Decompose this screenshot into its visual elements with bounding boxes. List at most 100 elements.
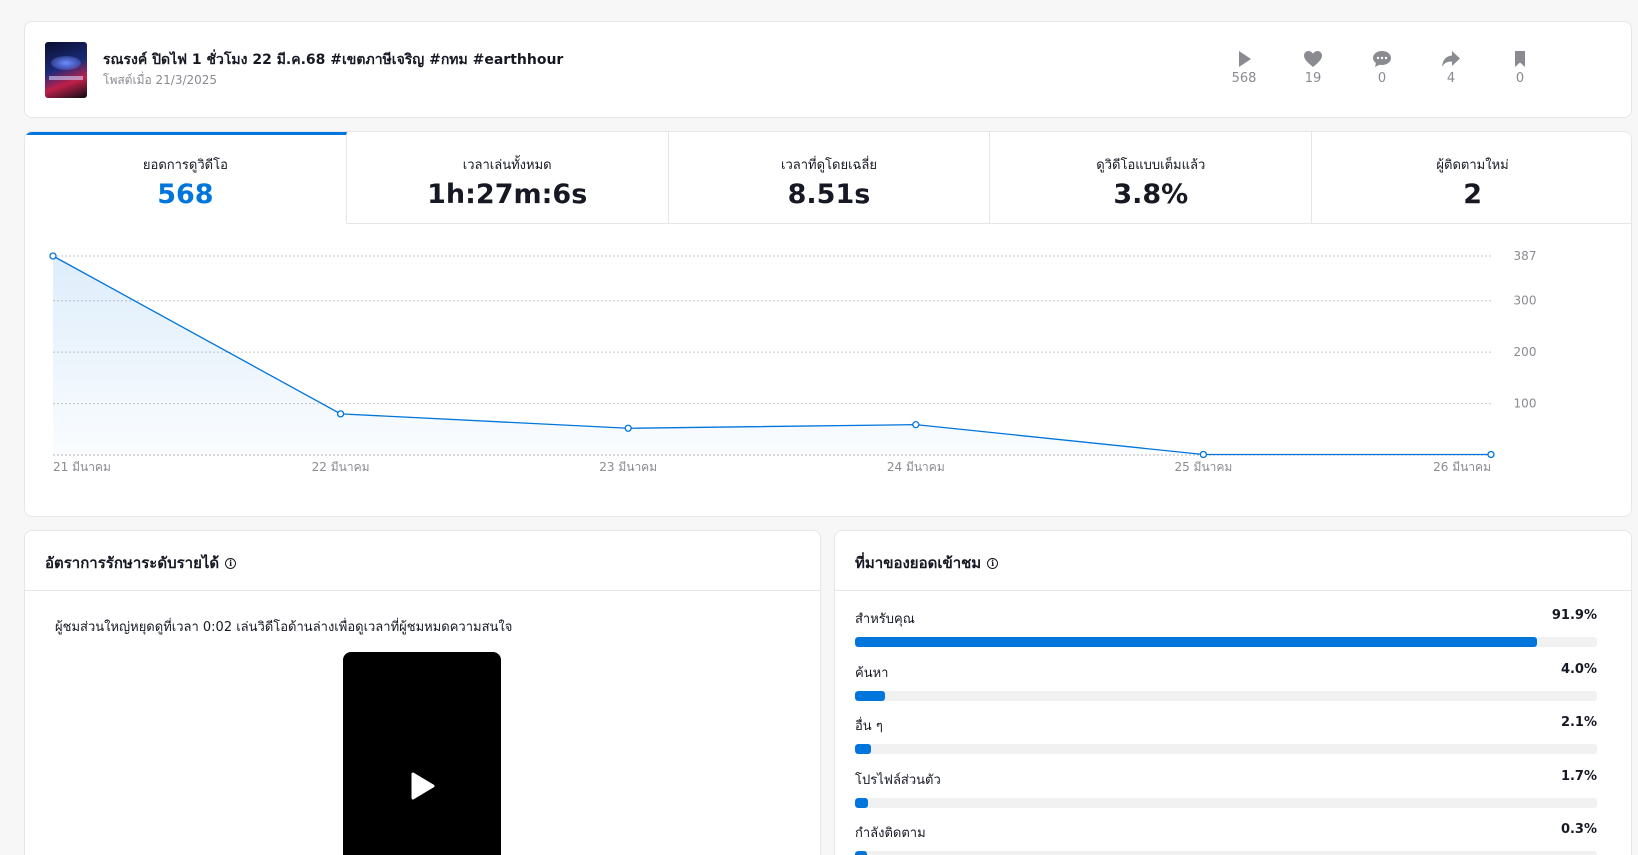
video-thumbnail[interactable] [45, 42, 87, 98]
data-point [912, 421, 920, 429]
comments-count: 0 [1377, 71, 1387, 86]
share-icon [1442, 51, 1460, 67]
data-point [624, 424, 632, 432]
y-tick-label: 387 [1514, 249, 1537, 263]
traffic-source-name: อื่น ๆ [855, 719, 883, 734]
tab-value: 1h:27m:6s [427, 179, 588, 210]
traffic-source-percent: 2.1% [1560, 715, 1597, 730]
traffic-source-item: โปรไฟล์ส่วนตัว 1.7% [855, 769, 1597, 808]
retention-card: อัตราการรักษาระดับรายได้ i ผู้ชมส่วนใหญ่… [24, 530, 821, 855]
x-tick-label: 22 มีนาคม [312, 460, 370, 474]
tab-new-followers[interactable]: ผู้ติดตามใหม่ 2 [1312, 132, 1631, 224]
info-icon[interactable]: i [987, 557, 999, 569]
tab-value: 2 [1463, 179, 1482, 210]
traffic-source-bar-track [855, 744, 1597, 754]
retention-title-row: อัตราการรักษาระดับรายได้ i [45, 551, 237, 575]
x-tick-label: 24 มีนาคม [887, 460, 945, 474]
traffic-source-name: โปรไฟล์ส่วนตัว [855, 772, 941, 788]
traffic-source-row: กำลังติดตาม 0.3% [855, 822, 1597, 843]
traffic-header: ที่มาของยอดเข้าชม i [835, 531, 1631, 591]
x-tick-label: 23 มีนาคม [599, 460, 657, 474]
traffic-source-bar-track [855, 851, 1597, 855]
traffic-source-item: อื่น ๆ 2.1% [855, 715, 1597, 754]
likes-count: 19 [1304, 71, 1322, 86]
traffic-title-row: ที่มาของยอดเข้าชม i [855, 551, 999, 575]
traffic-source-bar-fill [855, 690, 885, 701]
data-point [1199, 450, 1208, 459]
post-header-card: รณรงค์ ปิดไฟ 1 ชั่วโมง 22 มี.ค.68 #เขตภา… [24, 21, 1632, 118]
traffic-source-row: อื่น ๆ 2.1% [855, 715, 1597, 736]
retention-title: อัตราการรักษาระดับรายได้ [45, 554, 220, 572]
traffic-source-row: โปรไฟล์ส่วนตัว 1.7% [855, 769, 1597, 790]
y-tick-label: 100 [1514, 397, 1537, 411]
post-date: โพสต์เมื่อ 21/3/2025 [103, 73, 218, 87]
bookmarks-stat: 0 [1490, 50, 1550, 86]
traffic-source-name: ค้นหา [855, 665, 889, 681]
y-tick-label: 300 [1514, 294, 1537, 308]
post-title: รณรงค์ ปิดไฟ 1 ชั่วโมง 22 มี.ค.68 #เขตภา… [103, 52, 564, 68]
thumbnail-glow [51, 56, 81, 70]
tab-average-watch-time[interactable]: เวลาที่ดูโดยเฉลี่ย 8.51s [668, 132, 991, 224]
views-count: 568 [1231, 71, 1257, 86]
traffic-source-card: ที่มาของยอดเข้าชม i สำหรับคุณ 91.9% ค้นหา 4… [834, 530, 1632, 855]
traffic-source-item: ค้นหา 4.0% [855, 662, 1597, 701]
tab-value: 3.8% [1113, 179, 1189, 210]
traffic-source-bar-fill [855, 744, 871, 754]
tab-label: เวลาเล่นทั้งหมด [462, 158, 552, 173]
traffic-source-percent: 4.0% [1560, 661, 1597, 677]
views-line [52, 255, 1491, 456]
tab-video-views[interactable]: ยอดการดูวิดีโอ 568 [25, 132, 347, 224]
views-stat: 568 [1214, 50, 1274, 86]
traffic-source-percent: 0.3% [1560, 822, 1597, 837]
tab-value: 568 [157, 179, 214, 210]
traffic-source-bar-fill [855, 851, 867, 855]
shares-count: 4 [1446, 71, 1456, 86]
traffic-source-item: สำหรับคุณ 91.9% [855, 608, 1597, 647]
views-line-chart[interactable]: 100 200 300 387 21 มีนาคม 22 มีนาคม 23 มีนาคม 2… [25, 224, 1632, 517]
likes-stat: 19 [1283, 50, 1343, 86]
shares-stat: 4 [1421, 50, 1481, 86]
views-area [53, 256, 1491, 455]
traffic-title: ที่มาของยอดเข้าชม [855, 554, 982, 572]
play-icon [1239, 51, 1251, 67]
metric-tabs: ยอดการดูวิดีโอ 568 เวลาเล่นทั้งหมด 1h:27… [25, 132, 1631, 224]
traffic-source-bar-track [855, 797, 1597, 808]
comment-icon [1373, 51, 1391, 67]
traffic-source-percent: 91.9% [1551, 608, 1597, 623]
data-point [336, 410, 345, 418]
tab-label: เวลาที่ดูโดยเฉลี่ย [781, 158, 877, 173]
tab-full-video-watched[interactable]: ดูวิดีโอแบบเต็มแล้ว 3.8% [990, 132, 1313, 224]
traffic-source-bar-track [855, 690, 1597, 701]
tab-label: ยอดการดูวิดีโอ [142, 158, 228, 173]
retention-header: อัตราการรักษาระดับรายได้ i [25, 531, 820, 591]
traffic-source-name: สำหรับคุณ [855, 612, 915, 627]
bookmark-icon [1515, 51, 1525, 67]
video-player[interactable] [343, 652, 501, 855]
x-tick-label: 26 มีนาคม [1433, 460, 1491, 474]
traffic-source-name: กำลังติดตาม [855, 826, 926, 841]
tab-label: ผู้ติดตามใหม่ [1436, 158, 1509, 173]
y-tick-label: 200 [1514, 345, 1537, 359]
play-button-icon[interactable] [410, 772, 436, 800]
traffic-source-percent: 1.7% [1560, 768, 1597, 784]
x-tick-label: 21 มีนาคม [53, 460, 111, 474]
thumbnail-caption-bar [49, 76, 83, 80]
info-icon[interactable]: i [225, 557, 237, 569]
traffic-source-bar-fill [855, 797, 868, 808]
tab-label: ดูวิดีโอแบบเต็มแล้ว [1096, 158, 1206, 173]
heart-icon [1304, 51, 1322, 67]
traffic-source-item: กำลังติดตาม 0.3% [855, 822, 1597, 855]
x-tick-label: 25 มีนาคม [1174, 460, 1232, 474]
comments-stat: 0 [1352, 50, 1412, 86]
traffic-source-bar-track [855, 637, 1597, 647]
retention-description: ผู้ชมส่วนใหญ่หยุดดูที่เวลา 0:02 เล่นวิดี… [55, 620, 513, 635]
metrics-card: ยอดการดูวิดีโอ 568 เวลาเล่นทั้งหมด 1h:27… [24, 131, 1632, 517]
traffic-source-row: ค้นหา 4.0% [855, 662, 1597, 683]
bookmarks-count: 0 [1515, 71, 1525, 86]
tab-value: 8.51s [787, 179, 871, 210]
data-point [1487, 450, 1495, 459]
tab-total-play-time[interactable]: เวลาเล่นทั้งหมด 1h:27m:6s [346, 132, 669, 224]
traffic-source-bar-fill [855, 637, 1537, 647]
data-point [49, 252, 57, 260]
traffic-source-row: สำหรับคุณ 91.9% [855, 608, 1597, 629]
